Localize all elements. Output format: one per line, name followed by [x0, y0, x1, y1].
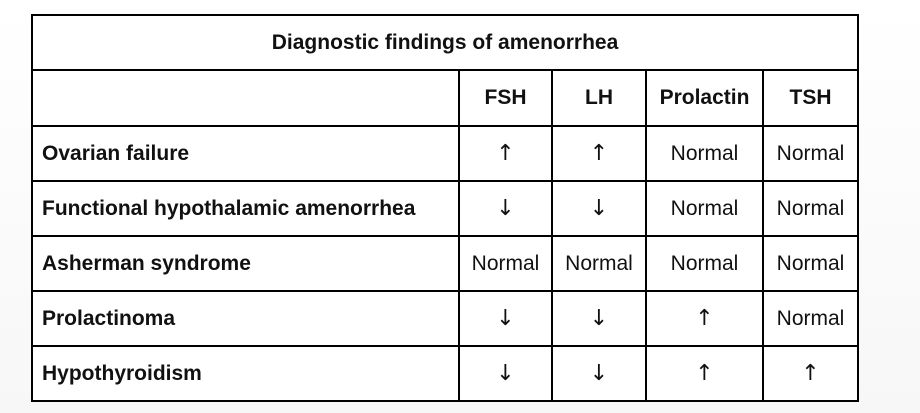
row-label-asherman-syndrome: Asherman syndrome: [31, 235, 460, 292]
table-row: Prolactinoma ↓ ↓ ↑ Normal: [31, 290, 860, 347]
cell-lh: ↓: [551, 345, 647, 402]
cell-prolactin: Normal: [645, 235, 764, 292]
cell-tsh: Normal: [761, 235, 860, 292]
cell-lh: ↓: [551, 290, 647, 347]
cell-tsh: Normal: [761, 125, 860, 182]
header-lh: LH: [551, 69, 647, 127]
cell-prolactin: Normal: [645, 125, 764, 182]
table-row: Ovarian failure ↑ ↑ Normal Normal: [31, 125, 860, 182]
header-tsh: TSH: [761, 69, 860, 127]
cell-lh: Normal: [551, 235, 647, 292]
cell-lh: ↑: [551, 125, 647, 182]
table-row: Functional hypothalamic amenorrhea ↓ ↓ N…: [31, 180, 860, 237]
cell-lh: ↓: [551, 180, 647, 237]
cell-prolactin: Normal: [645, 180, 764, 237]
cell-prolactin: ↑: [645, 290, 764, 347]
cell-tsh: Normal: [761, 180, 860, 237]
table-title-row: Diagnostic findings of amenorrhea: [30, 14, 860, 71]
table-row: Hypothyroidism ↓ ↓ ↑ ↑: [31, 345, 860, 402]
header-empty-cell: [31, 69, 460, 127]
table-header-row: FSH LH Prolactin TSH: [31, 69, 860, 127]
cell-fsh: Normal: [458, 235, 553, 292]
diagnostic-findings-table: Diagnostic findings of amenorrhea FSH LH…: [30, 14, 860, 402]
cell-fsh: ↑: [458, 125, 553, 182]
header-fsh: FSH: [458, 69, 553, 127]
row-label-functional-hypothalamic-amenorrhea: Functional hypothalamic amenorrhea: [31, 180, 460, 237]
table-row: Asherman syndrome Normal Normal Normal N…: [31, 235, 860, 292]
header-prolactin: Prolactin: [645, 69, 764, 127]
row-label-prolactinoma: Prolactinoma: [31, 290, 460, 347]
cell-fsh: ↓: [458, 290, 553, 347]
row-label-ovarian-failure: Ovarian failure: [31, 125, 460, 182]
cell-tsh: Normal: [761, 290, 860, 347]
table-title: Diagnostic findings of amenorrhea: [30, 14, 860, 71]
cell-prolactin: ↑: [645, 345, 764, 402]
row-label-hypothyroidism: Hypothyroidism: [31, 345, 460, 402]
cell-tsh: ↑: [761, 345, 860, 402]
cell-fsh: ↓: [458, 180, 553, 237]
cell-fsh: ↓: [458, 345, 553, 402]
